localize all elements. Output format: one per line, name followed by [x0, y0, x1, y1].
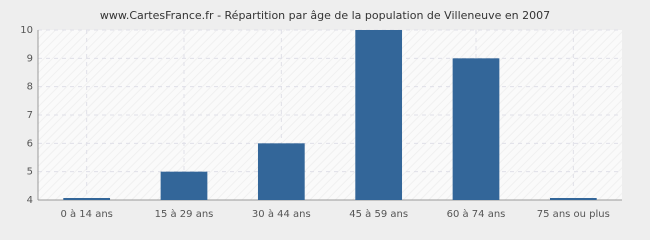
y-tick-label: 9 — [27, 53, 33, 64]
x-tick-label: 45 à 59 ans — [349, 208, 408, 220]
bar — [549, 198, 597, 200]
chart: www.CartesFrance.fr - Répartition par âg… — [20, 9, 622, 220]
bar — [257, 143, 305, 200]
x-tick-label: 30 à 44 ans — [252, 208, 311, 220]
y-tick-label: 6 — [27, 138, 33, 149]
x-tick-label: 60 à 74 ans — [447, 208, 506, 220]
y-tick-label: 10 — [20, 25, 33, 36]
y-tick-label: 4 — [27, 195, 33, 206]
bar — [452, 58, 500, 201]
bar — [355, 30, 403, 200]
x-tick-label: 0 à 14 ans — [60, 208, 112, 220]
x-tick-label: 15 à 29 ans — [155, 208, 214, 220]
x-tick-label: 75 ans ou plus — [537, 209, 610, 220]
y-tick-label: 8 — [27, 82, 33, 93]
page: www.CartesFrance.fr - Répartition par âg… — [20, 9, 622, 220]
bar — [160, 171, 208, 200]
y-tick-label: 5 — [27, 167, 33, 178]
y-tick-label: 7 — [27, 110, 33, 121]
chart-title: www.CartesFrance.fr - Répartition par âg… — [100, 9, 550, 22]
bar — [63, 198, 111, 200]
